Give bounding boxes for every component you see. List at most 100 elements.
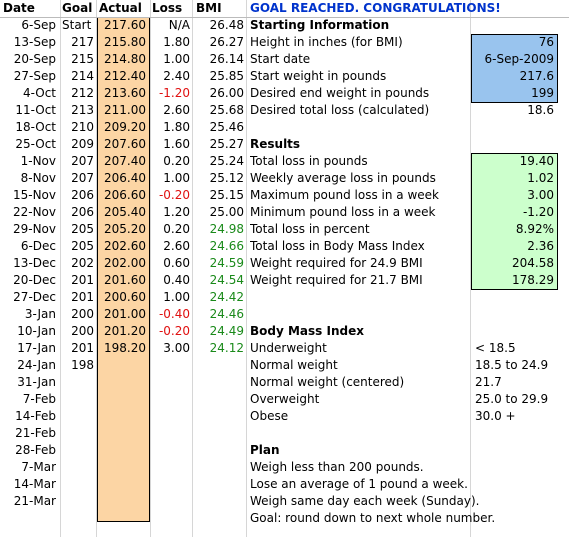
log-bmi-cell[interactable]: 25.68 [209,103,244,117]
log-goal-cell[interactable]: 217 [71,35,94,49]
log-actual-cell[interactable] [97,425,146,442]
log-goal-cell[interactable]: 207 [71,154,94,168]
log-bmi-cell[interactable]: 24.66 [209,239,244,253]
log-loss-cell[interactable]: 0.40 [163,273,190,287]
log-bmi-cell[interactable]: 25.12 [209,171,244,185]
header-loss[interactable]: Loss [152,1,183,15]
log-date-cell[interactable]: 7-Feb [22,392,56,406]
log-goal-cell[interactable]: 206 [71,188,94,202]
log-loss-cell[interactable]: 0.20 [163,222,190,236]
log-goal-cell[interactable]: 200 [71,307,94,321]
header-bmi[interactable]: BMI [196,1,222,15]
log-goal-cell[interactable] [60,425,94,442]
log-actual-cell[interactable]: 214.80 [104,52,146,66]
log-loss-cell[interactable]: 1.80 [163,120,190,134]
log-goal-cell[interactable]: 205 [71,222,94,236]
log-loss-cell[interactable]: N/A [168,18,190,32]
log-goal-cell[interactable]: 213 [71,103,94,117]
log-bmi-cell[interactable]: 24.42 [209,290,244,304]
log-loss-cell[interactable]: 0.60 [163,256,190,270]
log-bmi-cell[interactable]: 24.46 [209,307,244,321]
summary-value[interactable]: 8.92% [515,222,554,236]
log-loss-cell[interactable]: -0.40 [158,307,190,321]
log-goal-cell[interactable]: 201 [71,290,94,304]
summary-value[interactable]: 25.0 to 29.9 [475,392,549,406]
log-actual-cell[interactable]: 207.40 [104,154,146,168]
header-goal[interactable]: Goal [62,1,93,15]
log-goal-cell[interactable]: 200 [71,324,94,338]
log-actual-cell[interactable]: 198.20 [104,341,146,355]
log-bmi-cell[interactable]: 24.49 [209,324,244,338]
log-actual-cell[interactable]: 211.00 [104,103,146,117]
log-loss-cell[interactable]: 0.20 [163,154,190,168]
log-bmi-cell[interactable]: 24.54 [209,273,244,287]
log-goal-cell[interactable]: 206 [71,205,94,219]
log-date-cell[interactable]: 27-Dec [13,290,56,304]
log-date-cell[interactable]: 8-Nov [20,171,56,185]
log-date-cell[interactable]: 11-Oct [15,103,56,117]
header-date[interactable]: Date [3,1,35,15]
log-goal-cell[interactable]: 215 [71,52,94,66]
log-loss-cell[interactable]: 2.60 [163,103,190,117]
log-date-cell[interactable]: 22-Nov [12,205,56,219]
log-date-cell[interactable]: 17-Jan [17,341,56,355]
log-goal-cell[interactable]: 212 [71,86,94,100]
log-actual-cell[interactable]: 212.40 [104,69,146,83]
log-loss-cell[interactable]: 1.00 [163,52,190,66]
log-actual-cell[interactable]: 201.20 [104,324,146,338]
summary-value[interactable]: 199 [531,86,554,100]
log-loss-cell[interactable]: -1.20 [158,86,190,100]
log-date-cell[interactable]: 20-Dec [13,273,56,287]
log-loss-cell[interactable]: 3.00 [163,341,190,355]
summary-value[interactable]: < 18.5 [475,341,516,355]
log-loss-cell[interactable]: -0.20 [158,324,190,338]
summary-value[interactable]: 6-Sep-2009 [484,52,554,66]
log-goal-cell[interactable]: 214 [71,69,94,83]
log-goal-cell[interactable]: 201 [71,341,94,355]
summary-value[interactable]: 18.5 to 24.9 [475,358,549,372]
log-date-cell[interactable]: 14-Feb [15,409,56,423]
log-date-cell[interactable]: 28-Feb [15,443,56,457]
log-loss-cell[interactable]: 1.00 [163,171,190,185]
log-loss-cell[interactable]: 1.60 [163,137,190,151]
log-actual-cell[interactable]: 207.60 [104,137,146,151]
log-actual-cell[interactable]: 209.20 [104,120,146,134]
log-bmi-cell[interactable]: 25.85 [209,69,244,83]
log-date-cell[interactable]: 6-Dec [20,239,56,253]
log-actual-cell[interactable]: 200.60 [104,290,146,304]
summary-value[interactable]: 19.40 [519,154,554,168]
summary-value[interactable]: 18.6 [527,103,554,117]
log-date-cell[interactable]: 21-Feb [15,426,56,440]
header-actual[interactable]: Actual [99,1,142,15]
log-actual-cell[interactable]: 215.80 [104,35,146,49]
log-actual-cell[interactable]: 205.20 [104,222,146,236]
log-date-cell[interactable]: 18-Oct [15,120,56,134]
log-goal-cell[interactable]: 205 [71,239,94,253]
log-bmi-cell[interactable]: 24.59 [209,256,244,270]
log-actual-cell[interactable]: 206.40 [104,171,146,185]
log-date-cell[interactable]: 13-Dec [13,256,56,270]
log-date-cell[interactable]: 10-Jan [17,324,56,338]
summary-value[interactable]: 204.58 [512,256,554,270]
log-goal-cell[interactable]: 202 [71,256,94,270]
summary-value[interactable]: 178.29 [512,273,554,287]
log-date-cell[interactable]: 25-Oct [15,137,56,151]
log-loss-cell[interactable]: 1.20 [163,205,190,219]
log-bmi-cell[interactable]: 25.46 [209,120,244,134]
summary-value[interactable]: 21.7 [475,375,502,389]
summary-value[interactable]: 76 [538,35,554,49]
summary-value[interactable]: 1.02 [527,171,554,185]
log-date-cell[interactable]: 1-Nov [20,154,56,168]
log-bmi-cell[interactable]: 26.27 [209,35,244,49]
log-date-cell[interactable]: 27-Sep [13,69,56,83]
log-goal-cell[interactable]: 207 [71,171,94,185]
log-bmi-cell[interactable]: 24.12 [209,341,244,355]
log-date-cell[interactable]: 4-Oct [22,86,56,100]
log-loss-cell[interactable]: 2.40 [163,69,190,83]
log-goal-cell[interactable]: Start [62,18,92,32]
log-loss-cell[interactable] [150,425,190,442]
log-date-cell[interactable]: 15-Nov [12,188,56,202]
log-actual-cell[interactable]: 201.00 [104,307,146,321]
summary-value[interactable]: -1.20 [522,205,554,219]
log-actual-cell[interactable]: 201.60 [104,273,146,287]
